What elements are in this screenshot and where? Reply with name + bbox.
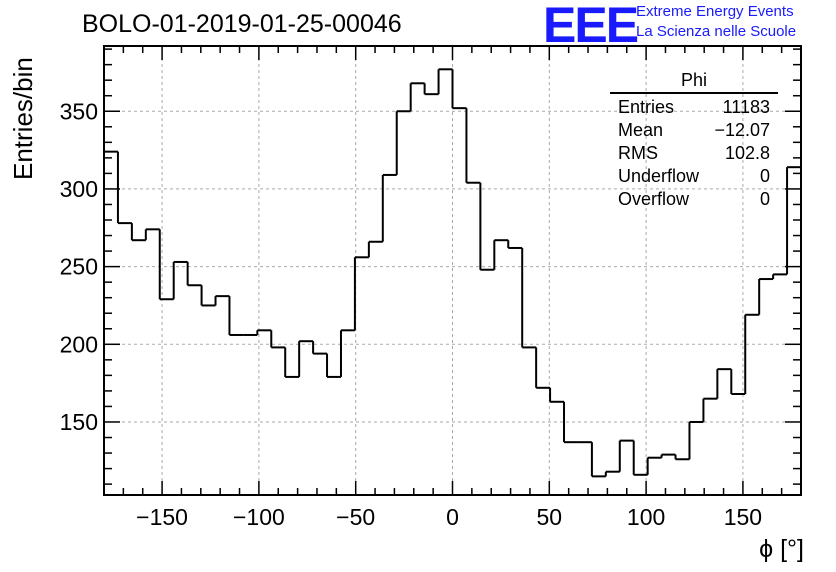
stats-row-overflow: Overflow 0 bbox=[610, 188, 778, 211]
histogram-bin bbox=[381, 173, 397, 242]
histogram-bin bbox=[256, 329, 272, 335]
histogram-bin bbox=[604, 470, 620, 477]
histogram-bin bbox=[353, 256, 369, 331]
stats-box: Phi Entries 11183 Mean −12.07 RMS 102.8 … bbox=[610, 70, 778, 211]
axis-ticks bbox=[103, 46, 802, 495]
histogram-bin bbox=[618, 439, 634, 472]
y-tick-label: 200 bbox=[60, 331, 98, 357]
tick-labels: −150 −100 −50 0 50 100 150 150 200 250 300 350 bbox=[60, 98, 762, 530]
histogram-bin bbox=[186, 261, 202, 287]
histogram-bin bbox=[116, 151, 132, 225]
stats-row-rms: RMS 102.8 bbox=[610, 142, 778, 165]
logo-letters: EEE bbox=[543, 0, 639, 53]
histogram-bars bbox=[104, 68, 801, 478]
logo-line-2: La Scienza nelle Scuole bbox=[636, 23, 797, 40]
histogram-bin bbox=[437, 68, 453, 95]
histogram-bin bbox=[465, 108, 481, 184]
stats-row-entries: Entries 11183 bbox=[610, 96, 778, 119]
histogram-bin bbox=[730, 369, 746, 396]
stats-label: Mean bbox=[618, 120, 664, 140]
histogram-bin bbox=[172, 260, 188, 300]
histogram-bin bbox=[312, 341, 328, 355]
x-tick-label: −50 bbox=[336, 504, 375, 530]
histogram-bin bbox=[646, 456, 662, 475]
histogram-bin bbox=[772, 273, 788, 280]
x-tick-label: 150 bbox=[724, 504, 762, 530]
y-tick-label: 300 bbox=[60, 176, 98, 202]
stats-title: Phi bbox=[610, 70, 778, 94]
histogram-bin bbox=[493, 239, 509, 270]
histogram-bin bbox=[688, 420, 704, 460]
stats-value: −12.07 bbox=[714, 120, 770, 140]
stats-value: 102.8 bbox=[724, 143, 770, 163]
stats-value: 11183 bbox=[722, 97, 770, 117]
stats-row-underflow: Underflow 0 bbox=[610, 165, 778, 188]
histogram-bin bbox=[158, 229, 174, 301]
histogram-bin bbox=[702, 397, 718, 422]
eee-logo: EEE Extreme Energy Events La Scienza nel… bbox=[543, 0, 796, 53]
stats-value: 0 bbox=[759, 189, 770, 209]
stats-label: Overflow bbox=[618, 189, 690, 209]
plot-title: BOLO-01-2019-01-25-00046 bbox=[82, 10, 402, 38]
histogram-bin bbox=[590, 442, 606, 478]
grid-lines bbox=[104, 46, 801, 495]
histogram-bin bbox=[660, 453, 676, 458]
histogram-bin bbox=[298, 340, 314, 377]
histogram-bin bbox=[549, 387, 565, 403]
logo-line-1: Extreme Energy Events bbox=[636, 3, 794, 20]
x-tick-label: 100 bbox=[627, 504, 665, 530]
histogram-bin bbox=[632, 440, 648, 476]
histogram-bin bbox=[521, 247, 537, 349]
histogram-bin bbox=[674, 454, 690, 461]
histogram-bin bbox=[563, 401, 578, 444]
histogram-bin bbox=[214, 295, 230, 306]
stats-row-mean: Mean −12.07 bbox=[610, 119, 778, 142]
histogram-bin bbox=[367, 240, 383, 258]
histogram-bin bbox=[144, 228, 160, 241]
y-tick-label: 250 bbox=[60, 254, 98, 280]
x-tick-label: 50 bbox=[537, 504, 563, 530]
histogram-bin bbox=[716, 368, 732, 399]
stats-label: RMS bbox=[618, 143, 658, 163]
histogram-bin bbox=[535, 347, 551, 389]
histogram-bin bbox=[423, 83, 439, 96]
histogram-bin bbox=[479, 182, 495, 271]
x-tick-label: −100 bbox=[233, 504, 285, 530]
x-tick-label: 0 bbox=[446, 504, 459, 530]
histogram-bin bbox=[758, 278, 774, 315]
x-tick-label: −150 bbox=[136, 504, 188, 530]
x-axis-label: ϕ [°] bbox=[759, 535, 804, 563]
stats-label: Entries bbox=[618, 97, 675, 117]
histogram-bin bbox=[326, 353, 341, 378]
histogram-bin bbox=[744, 313, 760, 395]
histogram-bin bbox=[228, 296, 244, 336]
histogram-bin bbox=[409, 82, 425, 112]
histogram-bin bbox=[130, 223, 146, 242]
histogram-bin bbox=[395, 110, 411, 175]
histogram-bin bbox=[339, 329, 355, 377]
histogram-bin bbox=[451, 69, 467, 110]
y-tick-label: 150 bbox=[60, 409, 98, 435]
histogram-bin bbox=[507, 240, 523, 249]
stats-label: Underflow bbox=[618, 166, 700, 186]
histogram-bin bbox=[786, 166, 801, 275]
y-tick-label: 350 bbox=[60, 98, 98, 124]
histogram-bin bbox=[270, 330, 286, 349]
histogram-bin bbox=[284, 347, 300, 378]
stats-value: 0 bbox=[759, 166, 770, 186]
histogram-bin bbox=[200, 285, 216, 307]
